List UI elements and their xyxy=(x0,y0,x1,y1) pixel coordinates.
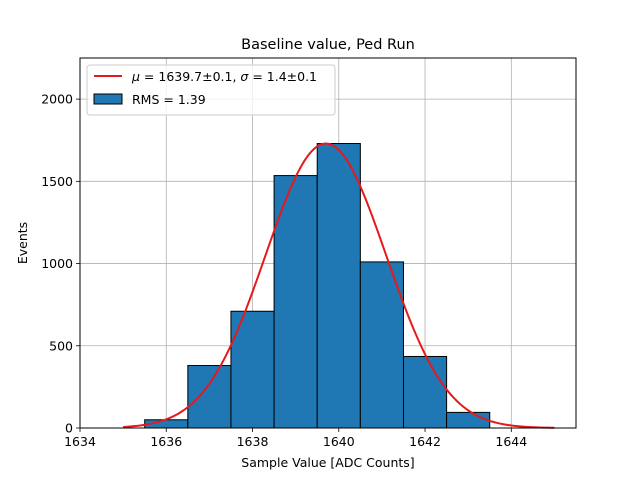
histogram-bar xyxy=(273,175,318,429)
legend-histogram-swatch xyxy=(93,93,123,105)
histogram-bars xyxy=(144,143,491,429)
y-tick-label: 0 xyxy=(65,421,73,436)
x-axis-label: Sample Value [ADC Counts] xyxy=(241,455,414,470)
y-tick-label: 1000 xyxy=(41,256,73,271)
x-tick-label: 1638 xyxy=(237,434,269,449)
x-tick-label: 1636 xyxy=(150,434,182,449)
gaussian-fit-curve xyxy=(123,142,555,429)
legend-histogram-label: RMS = 1.39 xyxy=(132,92,206,107)
legend-sigma-symbol: σ xyxy=(240,69,249,84)
histogram-bar xyxy=(316,143,361,429)
x-tick-label: 1644 xyxy=(495,434,527,449)
plot-frame xyxy=(79,57,577,429)
legend-mu-value: = 1639.7±0.1, xyxy=(140,69,240,84)
legend-sigma-value: = 1.4±0.1 xyxy=(248,69,317,84)
x-tick-label: 1640 xyxy=(323,434,355,449)
y-tick-label: 2000 xyxy=(41,92,73,107)
y-axis-ticks: 0 500 1000 1500 2000 xyxy=(41,92,80,436)
y-axis-label: Events xyxy=(15,222,30,264)
y-tick-label: 500 xyxy=(49,338,73,353)
x-axis-ticks: 1634 1636 1638 1640 1642 1644 xyxy=(64,428,527,449)
histogram-bar xyxy=(359,261,404,429)
legend-mu-symbol: μ xyxy=(131,69,140,84)
x-tick-label: 1642 xyxy=(409,434,441,449)
histogram-bar xyxy=(402,355,448,429)
legend-frame xyxy=(86,64,336,116)
legend: μ = 1639.7±0.1, σ = 1.4±0.1 RMS = 1.39 xyxy=(86,64,336,116)
legend-fit-label: μ = 1639.7±0.1, σ = 1.4±0.1 xyxy=(131,69,317,84)
y-tick-label: 1500 xyxy=(41,174,73,189)
x-tick-label: 1634 xyxy=(64,434,96,449)
chart-title: Baseline value, Ped Run xyxy=(241,37,415,53)
histogram-bar xyxy=(187,365,232,429)
histogram-bar xyxy=(446,411,491,429)
